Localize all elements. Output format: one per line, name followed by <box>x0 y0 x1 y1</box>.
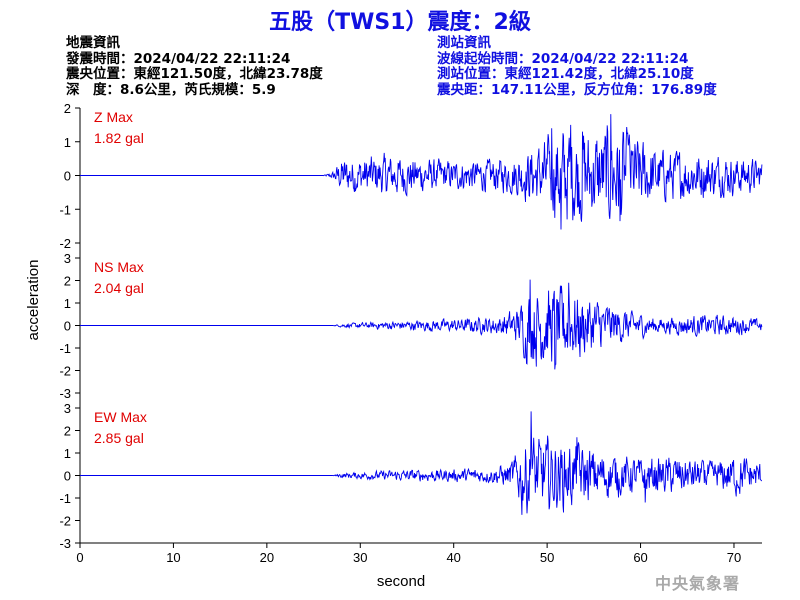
y-tick-label-ew: -2 <box>59 514 71 529</box>
y-tick-label-z: -1 <box>59 202 71 217</box>
waveform-z <box>80 114 763 230</box>
station-info-heading: 測站資訊 <box>437 35 491 51</box>
max-value-ns: 2.04 gal <box>94 280 144 296</box>
y-tick-label-ns: 2 <box>64 274 71 289</box>
origin-time: 發震時間：2024/04/22 22:11:24 <box>66 50 291 67</box>
page-title: 五股（TWS1）震度：2級 <box>269 10 531 35</box>
max-value-ew: 2.85 gal <box>94 430 144 446</box>
y-tick-label-ns: 0 <box>64 319 71 334</box>
max-value-z: 1.82 gal <box>94 130 144 146</box>
y-tick-label-ns: -2 <box>59 364 71 379</box>
waveform-ew <box>80 411 762 515</box>
y-tick-label-ns: 3 <box>64 251 71 266</box>
x-tick-label: 70 <box>727 550 741 565</box>
y-tick-label-ns: -3 <box>59 386 71 401</box>
max-label-ew: EW Max <box>94 409 147 425</box>
earthquake-info: 地震資訊 發震時間：2024/04/22 22:11:24 震央位置：東經121… <box>66 35 323 98</box>
y-tick-label-ns: -1 <box>59 341 71 356</box>
y-tick-label-ew: -1 <box>59 491 71 506</box>
station-info: 測站資訊 波線起始時間：2024/04/22 22:11:24 測站位置：東經1… <box>437 35 717 98</box>
y-tick-label-ew: 3 <box>64 401 71 416</box>
y-tick-label-z: -2 <box>59 236 71 251</box>
y-tick-label-ew: 0 <box>64 469 71 484</box>
x-tick-label: 0 <box>76 550 83 565</box>
max-label-ns: NS Max <box>94 259 144 275</box>
epicenter-location: 震央位置：東經121.50度，北緯23.78度 <box>66 66 323 82</box>
waveform-ns <box>80 279 763 370</box>
x-tick-label: 10 <box>166 550 180 565</box>
wave-start-time: 波線起始時間：2024/04/22 22:11:24 <box>437 50 689 67</box>
y-tick-label-z: 0 <box>64 169 71 184</box>
y-tick-label-ew: 2 <box>64 424 71 439</box>
max-label-z: Z Max <box>94 109 133 125</box>
distance-azimuth: 震央距：147.11公里，反方位角：176.89度 <box>437 81 717 98</box>
x-axis-title: second <box>377 573 425 590</box>
y-tick-label-ew: 1 <box>64 446 71 461</box>
x-tick-label: 60 <box>633 550 647 565</box>
y-axis-title: acceleration <box>25 260 42 341</box>
y-tick-label-ns: 1 <box>64 296 71 311</box>
x-tick-label: 40 <box>446 550 460 565</box>
y-tick-label-z: 2 <box>64 101 71 116</box>
x-tick-label: 50 <box>540 550 554 565</box>
x-tick-label: 20 <box>260 550 274 565</box>
depth-magnitude: 深 度：8.6公里，芮氏規模：5.9 <box>66 81 276 98</box>
earthquake-info-heading: 地震資訊 <box>66 35 120 51</box>
station-location: 測站位置：東經121.42度，北緯25.10度 <box>437 66 694 82</box>
y-tick-label-z: 1 <box>64 135 71 150</box>
x-tick-label: 30 <box>353 550 367 565</box>
watermark: 中央氣象署 <box>655 574 741 593</box>
y-tick-label-ew: -3 <box>59 536 71 551</box>
